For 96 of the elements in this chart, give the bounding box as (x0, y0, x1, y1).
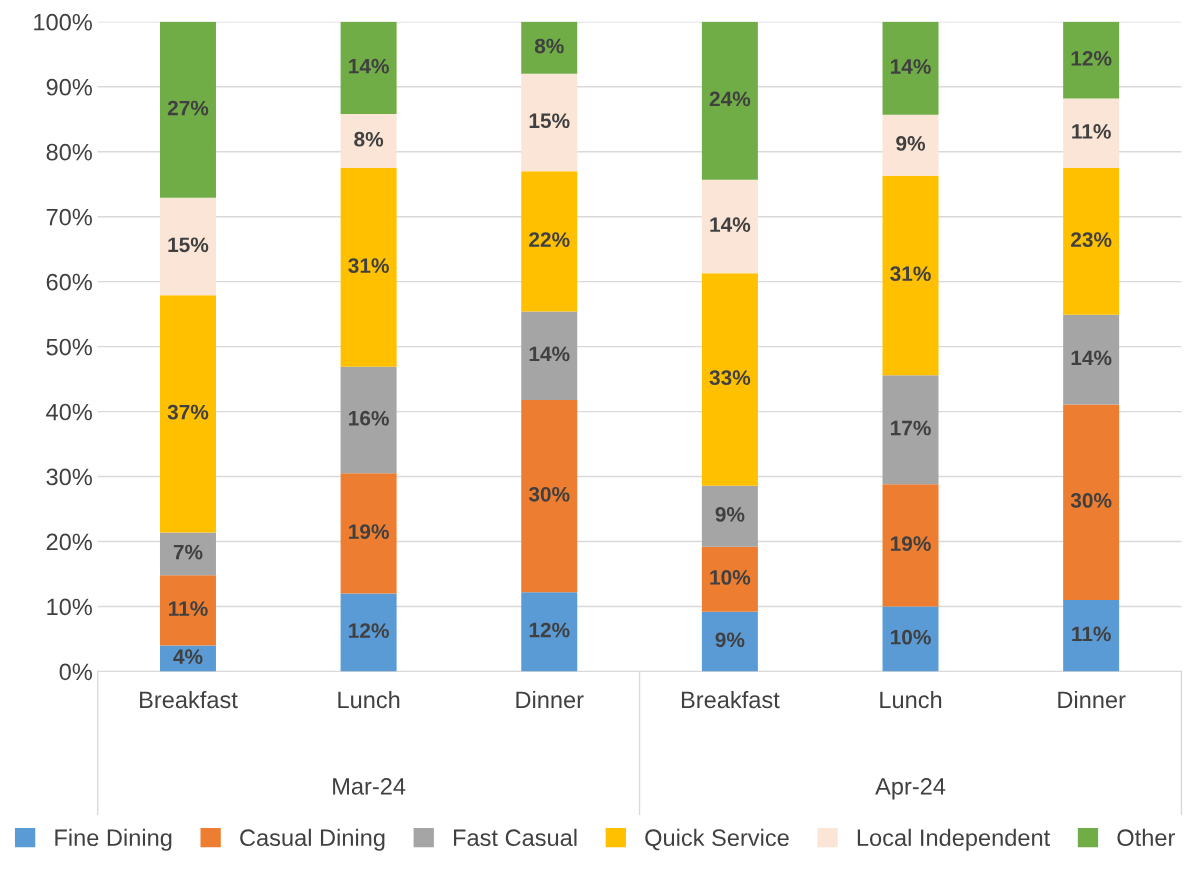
bar (521, 21, 578, 74)
bar (521, 399, 578, 593)
bar (882, 21, 939, 115)
x-tick-label: Lunch (338, 690, 400, 709)
data-label: 12% (349, 623, 389, 639)
data-label: 16% (349, 410, 389, 426)
legend-label: Casual Dining (240, 828, 385, 851)
data-label: 11% (1072, 124, 1111, 139)
data-label: 14% (710, 217, 751, 232)
data-label: 37% (167, 404, 209, 420)
data-label: 30% (528, 486, 570, 502)
bar (882, 175, 939, 376)
y-tick-label: 10% (47, 598, 92, 616)
bar (882, 114, 939, 176)
legend-label: Fine Dining (55, 828, 172, 851)
y-tick-label: 100% (34, 13, 92, 31)
data-label: 33% (709, 370, 751, 386)
data-label: 10% (890, 629, 931, 645)
x-tick-label: Dinner (516, 690, 584, 709)
data-label: 14% (890, 59, 931, 74)
data-label: 24% (709, 91, 751, 107)
data-label: 11% (1072, 626, 1111, 642)
y-tick-label: 30% (46, 468, 92, 486)
data-label: 14% (1071, 350, 1112, 366)
bar (882, 606, 939, 672)
bar (340, 473, 397, 594)
y-tick-label: 90% (46, 78, 92, 96)
bar (521, 73, 578, 172)
bar (340, 21, 397, 115)
text: Mar-24 (333, 777, 406, 795)
bar (521, 171, 578, 312)
data-label: 19% (890, 536, 931, 551)
data-label: 14% (529, 346, 570, 362)
y-tick-label: 60% (46, 273, 92, 291)
data-label: 8% (354, 131, 384, 147)
bar (701, 179, 758, 274)
bar (1063, 404, 1120, 600)
bar (1063, 167, 1120, 315)
bar (701, 546, 758, 612)
bar (1063, 314, 1120, 405)
data-label: 14% (349, 58, 389, 74)
x-tick-label: Lunch (880, 690, 942, 709)
data-label: 9% (896, 136, 926, 151)
y-tick-label: 40% (46, 403, 92, 421)
bar (340, 593, 397, 672)
legend-label: Local Independent (857, 828, 1051, 851)
data-label: 27% (167, 100, 209, 116)
bar (159, 21, 216, 198)
legend-label: Fast Casual (454, 828, 577, 847)
data-label: 31% (890, 266, 931, 282)
bar (701, 21, 758, 180)
y-tick-label: 50% (46, 338, 92, 356)
bar (701, 611, 758, 672)
x-tick-label: Dinner (1058, 690, 1126, 709)
data-label: 19% (349, 524, 389, 539)
bar (340, 114, 397, 168)
bar (701, 273, 758, 486)
data-label: 8% (534, 38, 564, 54)
bar (882, 484, 939, 607)
data-label: 11% (169, 601, 208, 616)
data-label: 30% (1070, 493, 1112, 508)
x-tick-label: Breakfast (681, 690, 780, 709)
y-tick-label: 70% (46, 208, 92, 226)
data-label: 31% (348, 258, 389, 273)
bar (521, 592, 578, 672)
bar (1063, 21, 1120, 99)
bar (159, 295, 216, 533)
bar (159, 197, 216, 296)
data-label: 23% (1071, 232, 1112, 247)
data-label: 4% (173, 649, 203, 664)
bar (340, 366, 397, 474)
bar (1063, 98, 1120, 168)
bar (340, 167, 397, 367)
bar (521, 311, 578, 400)
data-label: 17% (890, 420, 931, 436)
y-tick-label: 80% (46, 143, 92, 161)
data-label: 22% (529, 232, 570, 247)
y-tick-label: 20% (46, 533, 92, 551)
data-label: 7% (173, 544, 203, 560)
bar (701, 485, 758, 547)
bar (159, 532, 216, 576)
y-tick-label: 0% (59, 663, 92, 681)
legend-label: Other (1117, 828, 1175, 847)
data-label: 15% (168, 237, 209, 253)
data-label: 10% (710, 570, 751, 585)
bar (1063, 599, 1120, 672)
data-label: 12% (529, 622, 570, 638)
text: Apr-24 (875, 777, 946, 800)
data-label: 15% (529, 113, 570, 129)
data-label: 9% (715, 507, 745, 522)
legend-label: Quick Service (645, 828, 789, 851)
data-label: 12% (1071, 50, 1112, 66)
bar (159, 575, 216, 646)
x-tick-label: Breakfast (140, 690, 238, 709)
bar (882, 375, 939, 485)
data-label: 9% (715, 632, 745, 648)
